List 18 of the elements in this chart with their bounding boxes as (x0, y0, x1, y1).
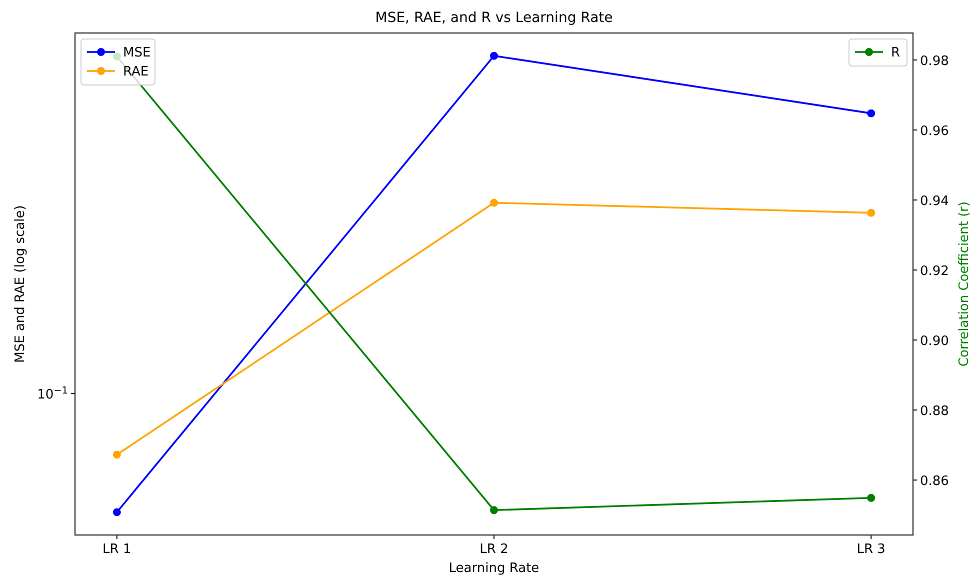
y2-tick-label: 0.88 (920, 404, 949, 420)
annotation: 10$^{−1}$ (37, 384, 68, 402)
y2-tick-label: 0.98 (920, 54, 949, 69)
x-tick-label: LR 2 (480, 542, 508, 557)
x-axis-title: Learning Rate (448, 561, 540, 576)
legend-label: RAE (123, 64, 149, 80)
y2-tick-label: 0.92 (920, 264, 949, 279)
legend-label: MSE (123, 46, 151, 60)
legend-label: R (891, 46, 900, 60)
y2-tick-label: 0.96 (920, 124, 949, 139)
chart-title: MSE, RAE, and R vs Learning Rate (375, 10, 613, 26)
y2-tick-label: 0.90 (920, 334, 949, 350)
y2-tick-label: 0.86 (920, 474, 949, 490)
y2-axis-title: Correlation Coefficient (r) (957, 201, 972, 367)
x-tick-label: LR 1 (102, 542, 132, 557)
x-tick-label: LR 3 (856, 542, 886, 557)
y-axis-title: MSE and RAE (log scale) (13, 205, 28, 363)
y2-tick-label: 0.94 (920, 194, 949, 209)
